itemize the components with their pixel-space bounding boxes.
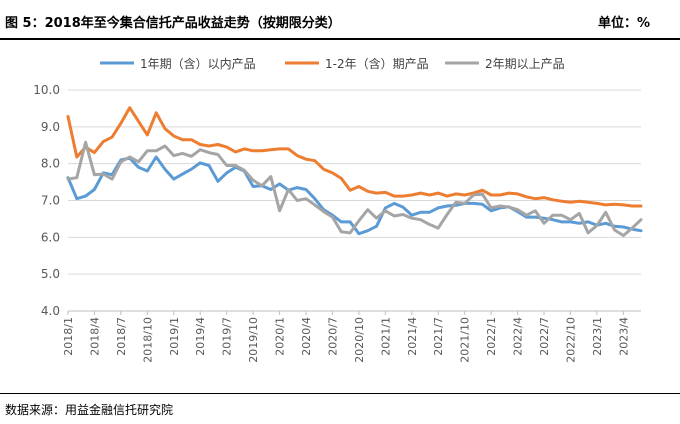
x-tick-label: 2022/10 — [564, 317, 577, 363]
legend-label-2: 1-2年（含）期产品 — [325, 56, 429, 71]
x-tick-label: 2018/1 — [62, 317, 75, 356]
x-tick-label: 2023/1 — [591, 317, 604, 356]
series-line-3 — [66, 140, 643, 237]
x-tick-label: 2022/4 — [512, 317, 525, 356]
unit-label: 单位：% — [597, 16, 650, 31]
source-note: 数据来源：用益金融信托研究院 — [5, 403, 174, 417]
x-tick-label: 2020/4 — [300, 317, 313, 356]
x-tick-label: 2018/10 — [141, 317, 154, 363]
x-tick-label: 2018/4 — [88, 317, 101, 356]
y-tick-label: 4.0 — [41, 304, 60, 318]
legend-label-3: 2年期以上产品 — [485, 57, 565, 71]
x-tick-label: 2020/1 — [274, 317, 287, 356]
x-tick-label: 2019/4 — [194, 317, 207, 356]
x-tick-label: 2021/7 — [432, 317, 445, 356]
x-tick-label: 2019/7 — [221, 317, 234, 356]
x-tick-label: 2021/4 — [406, 317, 419, 356]
series-line-2 — [66, 106, 643, 208]
x-tick-label: 2021/10 — [459, 317, 472, 363]
x-tick-label: 2019/1 — [168, 317, 181, 356]
series-line-1 — [66, 155, 643, 236]
x-tick-label: 2018/7 — [115, 317, 128, 356]
x-tick-label: 2023/4 — [617, 317, 630, 356]
title-bar: 图 5：2018年至今集合信托产品收益走势（按期限分类） 单位：% — [0, 0, 680, 40]
chart-title: 图 5：2018年至今集合信托产品收益走势（按期限分类） — [5, 16, 341, 31]
x-tick-label: 2019/10 — [247, 317, 260, 363]
y-tick-label: 9.0 — [41, 120, 60, 134]
footer-divider — [0, 393, 680, 394]
x-tick-label: 2022/1 — [485, 317, 498, 356]
y-tick-label: 8.0 — [41, 157, 60, 171]
x-tick-label: 2020/10 — [353, 317, 366, 363]
x-tick-label: 2020/7 — [326, 317, 339, 356]
y-tick-label: 7.0 — [41, 194, 60, 208]
y-tick-label: 5.0 — [41, 267, 60, 281]
x-tick-label: 2021/1 — [379, 317, 392, 356]
legend-label-1: 1年期（含）以内产品 — [140, 56, 256, 71]
y-tick-label: 10.0 — [33, 83, 60, 97]
x-tick-label: 2022/7 — [538, 317, 551, 356]
y-tick-label: 6.0 — [41, 230, 60, 244]
